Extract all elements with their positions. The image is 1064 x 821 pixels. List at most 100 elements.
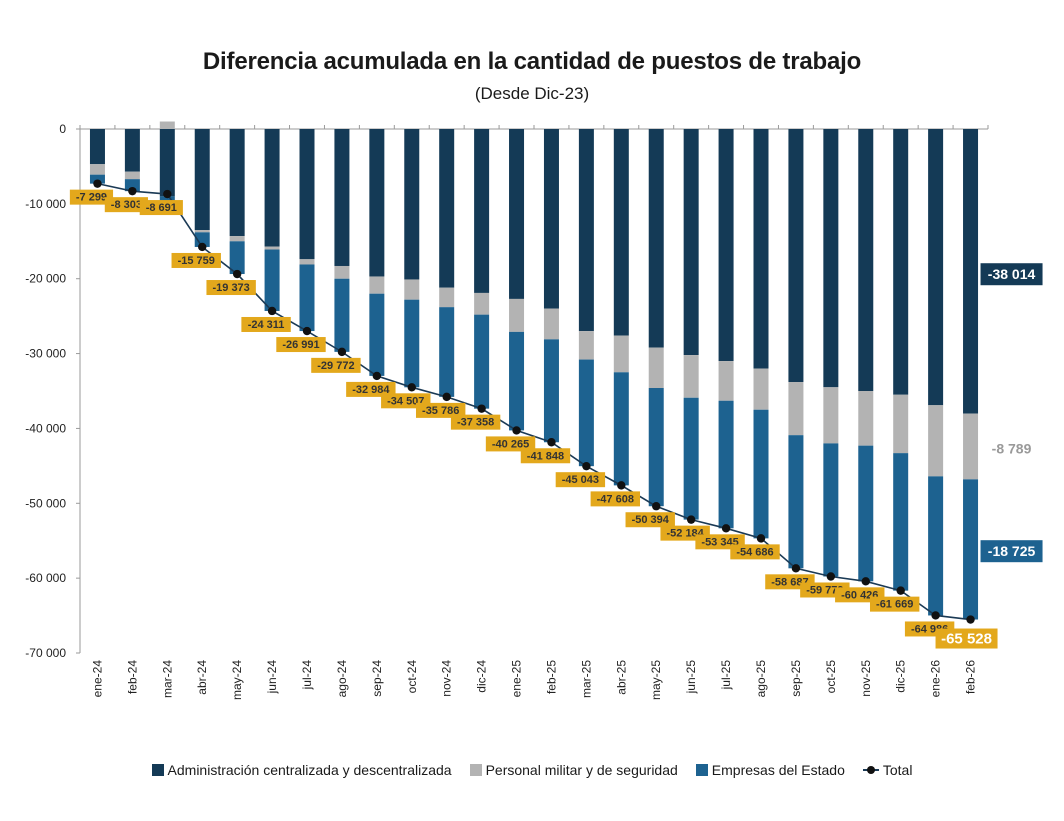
x-tick-label: dic-25 <box>894 660 908 693</box>
bar-militar <box>299 259 315 265</box>
x-tick-label: mar-24 <box>160 660 174 698</box>
legend-label-empresas: Empresas del Estado <box>711 762 845 778</box>
y-tick-label: -10 000 <box>25 197 66 211</box>
bar-militar <box>264 246 280 250</box>
total-data-label: -47 608 <box>597 493 634 505</box>
total-label-box <box>415 402 466 418</box>
total-point <box>721 524 731 533</box>
x-tick-label: feb-26 <box>964 660 978 694</box>
bar-empresas <box>683 397 699 520</box>
total-label-box <box>520 448 571 464</box>
total-label-box <box>346 381 396 397</box>
x-tick-label: jul-25 <box>719 660 733 691</box>
legend-swatch-admin <box>151 764 164 776</box>
legend-label-admin: Administración centralizada y descentral… <box>167 762 452 778</box>
bar-militar <box>893 394 909 454</box>
bar-militar <box>369 276 385 294</box>
bar-admin <box>229 129 245 237</box>
bar-militar <box>753 368 769 410</box>
y-tick-label: 0 <box>59 122 66 136</box>
total-data-label: -52 184 <box>666 528 704 540</box>
bar-admin <box>858 129 874 391</box>
total-point <box>407 383 416 392</box>
bar-militar <box>124 171 140 180</box>
x-tick-label: nov-24 <box>440 660 454 697</box>
bar-admin <box>718 129 734 362</box>
x-tick-label: may-24 <box>230 660 244 700</box>
total-point <box>93 179 102 188</box>
bar-admin <box>159 129 175 197</box>
bar-militar <box>823 387 839 444</box>
legend: Administración centralizada y descentral… <box>0 762 1064 778</box>
chart-title: Diferencia acumulada en la cantidad de p… <box>202 48 862 75</box>
x-tick-label: jun-25 <box>684 660 698 695</box>
total-data-label: -24 311 <box>248 319 285 331</box>
bar-militar <box>334 265 350 279</box>
total-point <box>267 306 277 316</box>
y-tick-label: -50 000 <box>25 496 66 510</box>
bar-empresas <box>474 314 490 409</box>
bar-admin <box>823 129 839 388</box>
legend-item-total: Total <box>862 762 912 778</box>
total-point <box>198 242 207 252</box>
x-tick-label: feb-24 <box>125 660 139 694</box>
bar-admin <box>474 129 490 293</box>
x-tick-label: jul-24 <box>300 660 314 691</box>
x-tick-label: jun-24 <box>265 660 279 695</box>
bar-empresas <box>229 241 245 275</box>
bar-militar <box>159 121 175 129</box>
total-label-box <box>730 544 780 560</box>
total-point <box>617 481 626 490</box>
total-point <box>756 534 766 543</box>
total-label-box <box>590 491 641 507</box>
end-label-empresas-box <box>980 540 1043 563</box>
total-data-label: -32 984 <box>352 384 390 396</box>
bar-militar <box>89 164 105 175</box>
bar-empresas <box>509 331 525 431</box>
bar-admin <box>509 129 525 299</box>
bar-militar <box>963 413 979 480</box>
total-data-label: -15 759 <box>178 255 215 267</box>
bar-admin <box>369 129 385 277</box>
x-tick-label: ene-25 <box>510 660 524 698</box>
bar-admin <box>89 129 105 165</box>
bar-empresas <box>159 196 175 202</box>
total-label-box <box>171 252 221 268</box>
total-data-label: -8 303 <box>111 199 142 211</box>
x-tick-label: dic-24 <box>475 660 489 693</box>
bar-empresas <box>788 435 804 569</box>
x-tick-label: abr-24 <box>195 660 209 695</box>
bar-empresas <box>718 400 734 529</box>
bar-militar <box>194 230 210 233</box>
x-tick-label: nov-25 <box>859 660 873 697</box>
total-point <box>128 186 137 196</box>
end-label-admin-box <box>980 263 1043 286</box>
bar-empresas <box>543 339 559 443</box>
total-data-label: -37 358 <box>457 417 494 429</box>
total-label-box <box>104 197 148 213</box>
total-data-label: -40 265 <box>492 438 529 450</box>
total-data-label: -7 299 <box>76 192 107 204</box>
bar-empresas <box>194 232 210 247</box>
legend-label-militar: Personal militar y de seguridad <box>485 762 678 778</box>
bar-militar <box>788 382 804 436</box>
bar-empresas <box>89 174 105 184</box>
total-data-label: -45 043 <box>562 474 599 486</box>
total-data-label: -35 786 <box>422 405 459 417</box>
total-point <box>931 611 940 620</box>
legend-item-militar: Personal militar y de seguridad <box>469 762 678 778</box>
total-label-box <box>311 357 361 373</box>
bar-militar <box>439 287 455 308</box>
bar-empresas <box>578 359 594 467</box>
total-label-box <box>450 414 501 430</box>
y-tick-label: -70 000 <box>25 646 66 660</box>
bar-admin <box>299 129 315 260</box>
bar-militar <box>543 308 559 340</box>
total-point <box>337 347 347 357</box>
x-tick-label: ene-26 <box>929 660 943 698</box>
bar-admin <box>124 129 140 172</box>
total-data-label: -41 848 <box>527 450 564 462</box>
bar-militar <box>509 298 525 332</box>
bar-militar <box>474 292 490 315</box>
